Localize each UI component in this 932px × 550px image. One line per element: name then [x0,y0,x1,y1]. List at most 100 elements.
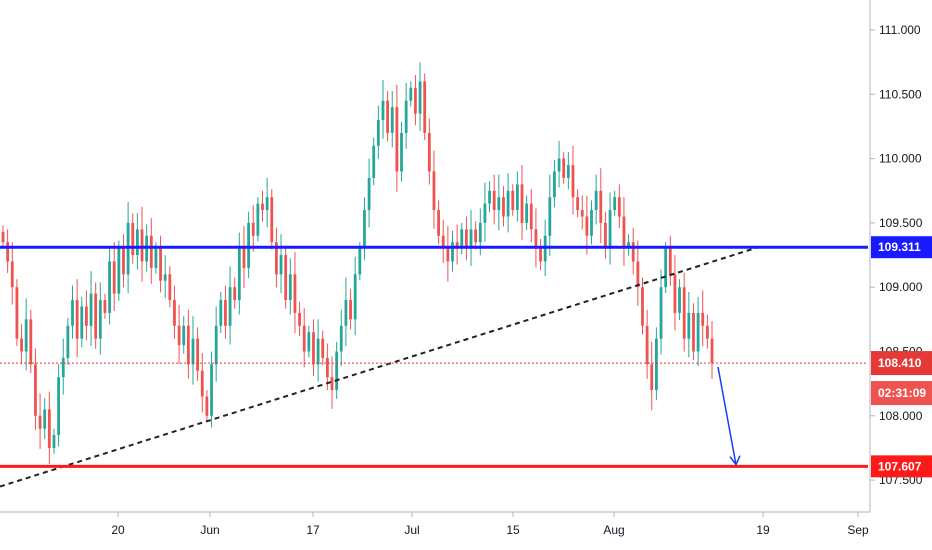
candle [131,213,135,264]
candle [298,301,301,336]
candle [673,255,677,331]
candle [668,235,672,286]
candle [293,251,297,334]
candle [705,314,709,349]
candle [414,75,417,126]
candle [367,158,371,228]
candle [122,234,125,288]
current-price-label: 108.410 [878,356,922,370]
candle [539,238,542,271]
candle [599,168,603,244]
candle [284,245,288,309]
candle [590,200,593,245]
candle [89,271,93,347]
candle [432,150,436,229]
candle [580,195,584,230]
candle [451,230,454,272]
candle [339,309,343,366]
candle [520,165,524,241]
candle [376,105,380,159]
candle [488,181,491,213]
candle [173,285,176,339]
candle [349,288,352,330]
candle [423,73,427,141]
price-tick-label: 111.000 [879,23,921,37]
candle [502,185,505,227]
candle [237,232,241,315]
candle [302,308,306,368]
bar-countdown-label: 02:31:09 [878,386,926,400]
candle [455,224,459,265]
candle [381,79,385,139]
time-axis[interactable]: 20 Jun 17 Jul 15 Aug 19 Sep [0,511,932,550]
candle [233,277,237,309]
candle [191,316,195,385]
candle [529,189,533,243]
candle [395,84,399,192]
candle [321,330,325,366]
candle [251,205,255,252]
candle [20,324,23,365]
ascending-trendline[interactable] [0,245,763,488]
candle [279,234,283,294]
candle [159,235,162,293]
candle [594,174,598,225]
candle [363,197,366,261]
candle [553,160,556,208]
candle [576,189,580,218]
time-tick-label: 17 [306,523,320,537]
candle [182,316,186,354]
candle [515,171,519,222]
candle [200,353,204,413]
candle [10,242,14,305]
candle [557,140,561,188]
candle [256,197,260,242]
candle [446,226,450,282]
candle [344,277,348,347]
candle [47,391,51,464]
candle [168,266,172,308]
candle [678,279,681,321]
candle [186,309,190,379]
candle [654,327,658,401]
candle [692,303,695,361]
candle [585,195,589,255]
candle [38,393,42,449]
candle [483,182,487,242]
candle [613,190,617,216]
candle [228,266,232,345]
price-tick-label: 110.000 [879,152,922,166]
candle [534,208,538,268]
candle [140,206,144,282]
candle [94,282,98,349]
price-tick-label: 108.000 [879,409,923,423]
support-price-tag: 107.607 [871,455,932,478]
candle [112,242,116,311]
candle [409,81,413,107]
candle [288,258,292,315]
candle [98,282,102,355]
price-tick-label: 109.000 [879,280,923,294]
candle [427,118,431,185]
candle [525,195,529,231]
candle [497,174,501,231]
price-tick-label: 110.500 [879,87,922,101]
candle [135,213,139,270]
support-price-label: 107.607 [878,459,922,473]
candle [710,320,714,379]
candle [1,225,5,248]
candle [61,338,65,395]
candle [701,290,705,347]
candle [224,285,227,339]
projection-arrow [717,366,741,467]
candle [149,218,153,284]
candle [441,219,445,264]
candle [71,285,74,339]
candle [464,216,468,261]
candle [80,296,84,348]
candle [659,269,663,355]
candle [312,319,315,376]
candle [627,234,630,256]
time-tick-label: Sep [847,523,869,537]
